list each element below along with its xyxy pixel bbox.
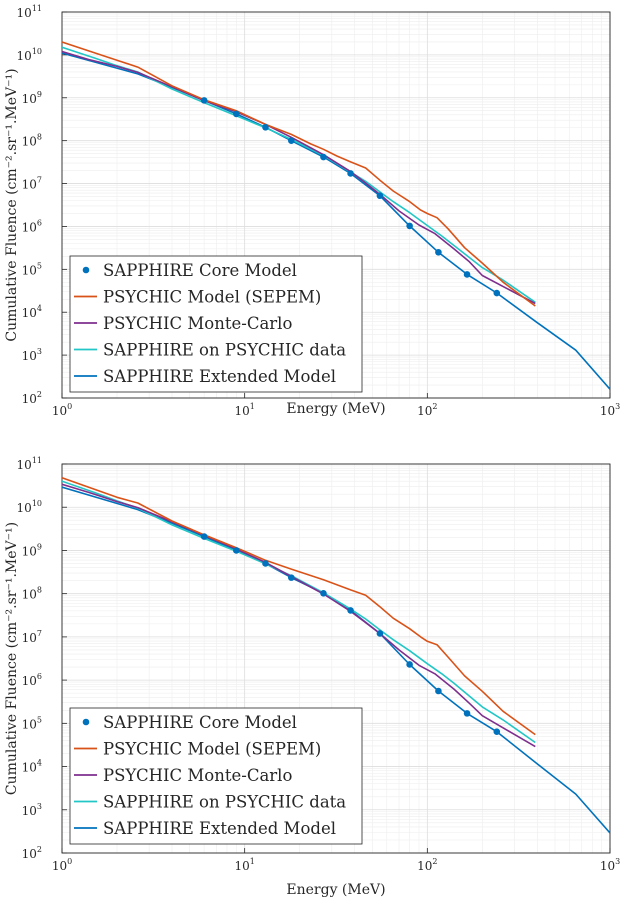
core-model-point — [493, 728, 501, 736]
y-tick-label: 108 — [22, 133, 42, 149]
core-model-point — [347, 607, 354, 614]
legend-label: SAPPHIRE Extended Model — [103, 367, 336, 386]
axes-box — [61, 463, 611, 854]
legend-label: PSYCHIC Model (SEPEM) — [103, 740, 321, 759]
core-model-point — [435, 248, 442, 256]
legend-label: SAPPHIRE on PSYCHIC data — [103, 793, 346, 812]
y-tick-label: 107 — [22, 629, 42, 645]
x-axis-label: Energy (MeV) — [286, 401, 385, 417]
core-model-point — [262, 123, 269, 131]
core-model-point — [320, 153, 327, 161]
legend-label: PSYCHIC Model (SEPEM) — [103, 288, 321, 307]
y-tick-label: 1011 — [17, 4, 42, 20]
x-tick-label: 102 — [417, 857, 437, 873]
core-model-point — [406, 222, 413, 230]
legend: SAPPHIRE Core Model PSYCHIC Model (SEPEM)… — [69, 707, 363, 845]
legend-label: PSYCHIC Monte-Carlo — [103, 766, 292, 785]
legend-marker-core — [82, 266, 90, 274]
x-tick-label: 101 — [234, 402, 254, 418]
core-model-point — [200, 533, 208, 540]
series-group — [62, 477, 610, 834]
y-tick-label: 102 — [22, 390, 42, 406]
core-model-point — [200, 97, 208, 104]
y-tick-label: 109 — [22, 90, 42, 106]
core-model-point — [287, 574, 295, 581]
y-tick-label: 105 — [22, 261, 42, 277]
y-tick-label: 1011 — [17, 456, 42, 472]
y-tick-label: 107 — [22, 176, 42, 192]
x-tick-label: 100 — [52, 857, 72, 873]
y-tick-label: 105 — [22, 715, 42, 731]
series-line-sepem — [62, 477, 536, 736]
x-tick-label: 102 — [417, 402, 437, 418]
legend-box — [69, 255, 363, 393]
series-group — [62, 41, 610, 390]
x-tick-label: 100 — [52, 402, 72, 418]
core-model-point — [347, 170, 354, 177]
y-tick-label: 103 — [22, 347, 42, 363]
core-model-point — [435, 687, 442, 695]
legend-label: SAPPHIRE Extended Model — [103, 819, 336, 838]
legend-label: SAPPHIRE on PSYCHIC data — [103, 341, 346, 360]
core-model-point — [262, 560, 269, 567]
y-tick-label: 108 — [22, 586, 42, 602]
x-tick-label: 101 — [234, 857, 254, 873]
y-tick-label: 106 — [22, 672, 42, 688]
y-tick-label: 1010 — [17, 499, 42, 515]
legend: SAPPHIRE Core Model PSYCHIC Model (SEPEM)… — [69, 255, 363, 393]
core-model-point — [233, 110, 240, 118]
top-panel: 100 101 102 103 102 103 104 105 106 107 108 109 1010… — [4, 4, 620, 418]
series-line-montecarlo — [62, 483, 536, 748]
legend-box — [69, 707, 363, 845]
core-model-point — [463, 271, 471, 278]
bottom-panel: 100 101 102 103 102 103 104 105 106 107 108 109 1010… — [4, 456, 620, 898]
series-line-montecarlo — [62, 50, 536, 305]
core-model-point — [376, 192, 384, 200]
core-model-point — [406, 661, 413, 668]
y-axis-label: Cumulative Fluence (cm⁻².sr⁻¹.MeV⁻¹) — [4, 522, 20, 795]
axes-box — [61, 11, 611, 399]
y-axis-label: Cumulative Fluence (cm⁻².sr⁻¹.MeV⁻¹) — [4, 68, 20, 341]
legend-label: PSYCHIC Monte-Carlo — [103, 314, 292, 333]
x-axis-label: Energy (MeV) — [286, 882, 385, 898]
y-tick-label: 102 — [22, 845, 42, 861]
core-model-point — [233, 547, 240, 554]
y-tick-label: 104 — [22, 759, 42, 775]
y-tick-label: 104 — [22, 304, 42, 320]
x-tick-label: 103 — [600, 402, 620, 418]
y-tick-label: 1010 — [17, 47, 42, 63]
legend-label: SAPPHIRE Core Model — [103, 261, 297, 280]
x-tick-label: 103 — [600, 857, 620, 873]
core-model-point — [320, 589, 327, 597]
y-tick-label: 103 — [22, 802, 42, 818]
core-model-point — [287, 137, 295, 144]
core-model-point — [463, 710, 471, 717]
core-model-point — [376, 630, 384, 637]
series-line-sepem — [62, 41, 536, 307]
y-tick-label: 106 — [22, 218, 42, 234]
core-model-point — [493, 289, 501, 297]
y-tick-label: 109 — [22, 542, 42, 558]
legend-label: SAPPHIRE Core Model — [103, 713, 297, 732]
legend-marker-core — [82, 718, 90, 726]
